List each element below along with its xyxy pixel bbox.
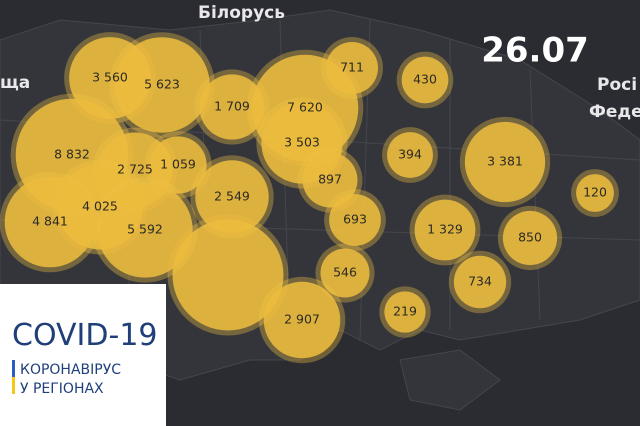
bubble-label: 1 709: [214, 99, 250, 114]
bubble: [172, 219, 284, 331]
country-label: Білорусь: [198, 3, 285, 23]
bubble: [320, 248, 370, 298]
bubble: [414, 199, 476, 261]
bubble: [4, 176, 96, 268]
bubble-label: 2 725: [117, 162, 153, 177]
bubble-label: 1 329: [427, 222, 463, 237]
bubble: [114, 37, 210, 133]
bubble-label: 7 620: [287, 100, 323, 115]
bubble: [263, 281, 341, 359]
bubble-label: 5 592: [127, 222, 163, 237]
country-label: Феде: [589, 102, 640, 122]
country-label: щa: [0, 73, 30, 93]
bubble-label: 3 560: [92, 70, 128, 85]
info-line: КОРОНАВІРУС: [20, 362, 121, 378]
bubble: [149, 136, 207, 194]
bubble-label: 4 025: [82, 199, 118, 214]
info-title: COVID-19: [12, 318, 158, 353]
bubble-label: 734: [468, 274, 492, 289]
bubble-label: 897: [318, 172, 342, 187]
bubble-label: 120: [583, 185, 607, 200]
bubble: [576, 174, 614, 212]
bubble-label: 850: [518, 230, 542, 245]
bubble-label: 5 623: [144, 77, 180, 92]
bubble: [502, 210, 558, 266]
bubble: [326, 42, 378, 94]
bubble: [302, 152, 358, 208]
bubble-label: 2 907: [284, 312, 320, 327]
bubble-label: 8 832: [54, 147, 90, 162]
bubble-label: 546: [333, 265, 357, 280]
flag-yellow: [12, 377, 15, 394]
bubble-label: 3 381: [487, 154, 523, 169]
bubble: [384, 291, 426, 333]
bubble: [464, 121, 546, 203]
bubble-label: 2 549: [214, 189, 250, 204]
bubble: [387, 132, 433, 178]
bubble-label: 3 503: [284, 135, 320, 150]
date: 26.07: [481, 31, 589, 71]
flag-blue: [12, 360, 15, 377]
info-panel: [0, 284, 166, 426]
info-box: COVID-19 КОРОНАВІРУС У РЕГІОНАХ: [0, 284, 166, 426]
bubble: [97, 182, 193, 278]
bubble-label: 693: [343, 212, 367, 227]
bubble: [199, 74, 265, 140]
info-line: У РЕГІОНАХ: [20, 381, 104, 397]
bubbles: 3 560 5 623 8 832 1 709 7 620 3 503 711 430 394 3…: [0, 32, 619, 364]
bubble: [329, 194, 381, 246]
bubble-label: 711: [340, 60, 364, 75]
bubble: [401, 56, 449, 104]
country-label: Росі: [597, 75, 637, 95]
bubble-label: 219: [393, 304, 417, 319]
bubble-label: 4 841: [32, 214, 68, 229]
bubble: [195, 160, 269, 234]
bubble: [453, 255, 507, 309]
bubble-label: 430: [413, 72, 437, 87]
bubble-label: 1 059: [160, 157, 196, 172]
bubble-label: 394: [398, 147, 422, 162]
